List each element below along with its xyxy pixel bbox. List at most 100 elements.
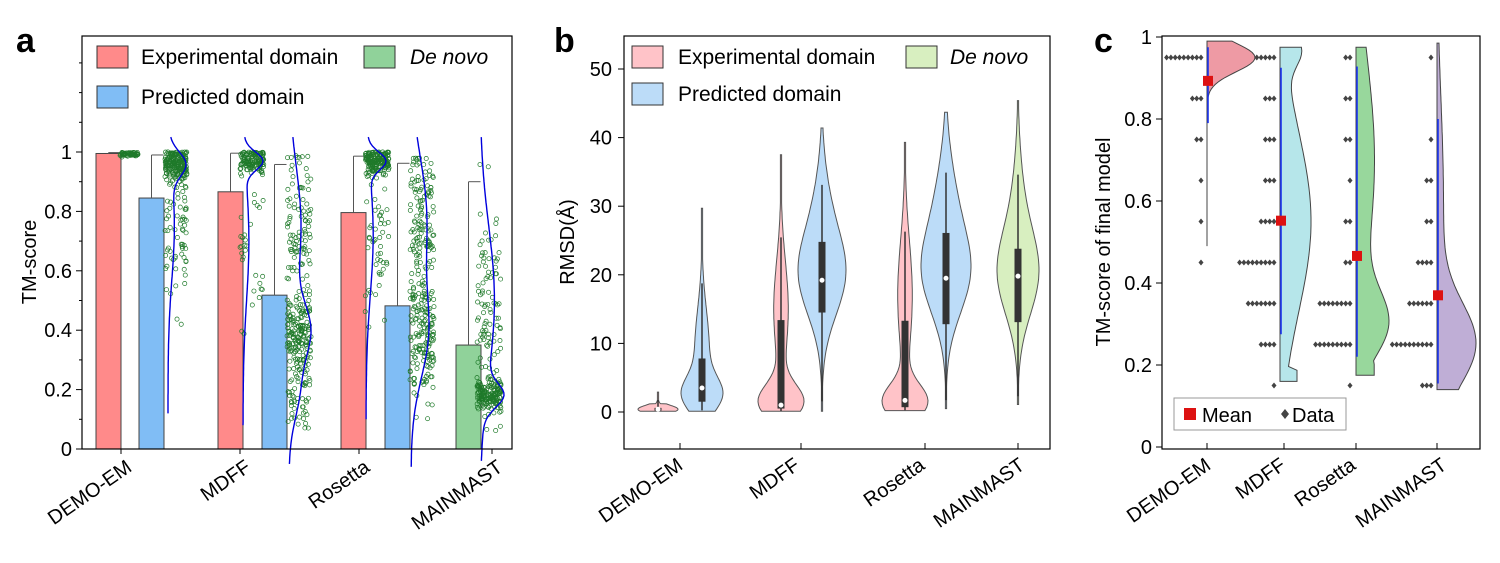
scatter-point xyxy=(493,258,499,264)
scatter-point xyxy=(288,316,294,322)
scatter-point xyxy=(375,155,381,161)
ytick-label: 0.2 xyxy=(1124,355,1152,377)
scatter-point xyxy=(411,238,417,244)
data-point xyxy=(1164,54,1170,61)
scatter-point xyxy=(163,149,168,155)
scatter-point xyxy=(408,338,414,343)
scatter-point xyxy=(364,199,370,205)
data-point xyxy=(1267,54,1273,61)
scatter-point xyxy=(411,229,417,235)
scatter-point xyxy=(301,333,307,339)
scatter-point xyxy=(286,219,292,225)
scatter-point xyxy=(307,355,313,361)
scatter-point xyxy=(177,221,183,227)
scatter-point xyxy=(285,197,291,203)
scatter-point xyxy=(427,168,433,174)
scatter-point xyxy=(287,340,293,346)
violin-iqr-box xyxy=(901,320,909,408)
scatter-point xyxy=(482,321,488,327)
violin-median xyxy=(943,275,949,281)
panel-c-data-points xyxy=(1164,54,1434,389)
scatter-point xyxy=(430,355,436,361)
scatter-point xyxy=(300,197,306,203)
scatter-point xyxy=(366,164,372,170)
scatter-point xyxy=(302,238,308,244)
mean-marker-Rosetta xyxy=(1352,250,1362,261)
data-point xyxy=(1189,54,1195,61)
scatter-point xyxy=(493,233,499,239)
scatter-point xyxy=(176,170,182,176)
scatter-point xyxy=(291,254,297,260)
scatter-point xyxy=(382,172,388,178)
scatter-point xyxy=(380,229,386,235)
scatter-point xyxy=(303,218,308,224)
data-point xyxy=(1267,136,1273,143)
scatter-point xyxy=(366,235,372,241)
data-point xyxy=(1245,300,1251,307)
scatter-point xyxy=(362,309,368,315)
scatter-point xyxy=(484,400,490,406)
scatter-point xyxy=(479,396,485,402)
scatter-point xyxy=(415,271,421,277)
scatter-point xyxy=(482,414,488,419)
scatter-point xyxy=(431,316,437,322)
scatter-point xyxy=(302,383,308,389)
scatter-point xyxy=(183,205,189,211)
scatter-point xyxy=(371,238,377,244)
scatter-point xyxy=(476,384,482,390)
data-point xyxy=(1428,177,1434,184)
bar-experimental-MDFF xyxy=(217,191,244,450)
scatter-point xyxy=(483,318,489,324)
scatter-point xyxy=(300,302,306,308)
scatter-point xyxy=(485,343,491,349)
xtick-label-MDFF: MDFF xyxy=(746,454,804,504)
scatter-point xyxy=(295,364,301,370)
scatter-point xyxy=(290,340,296,346)
scatter-point xyxy=(382,221,388,227)
scatter-point xyxy=(287,232,293,238)
data-point xyxy=(1254,300,1260,307)
scatter-point xyxy=(484,387,489,393)
legend-data-marker xyxy=(1281,409,1289,419)
data-point xyxy=(1415,259,1421,266)
scatter-point xyxy=(174,235,180,240)
scatter-point xyxy=(486,269,491,275)
panel-c-legend-mean: Mean xyxy=(1202,405,1252,427)
scatter-point xyxy=(294,238,299,244)
data-point xyxy=(1250,300,1255,307)
scatter-point xyxy=(487,306,493,312)
data-point xyxy=(1347,259,1353,266)
scatter-point xyxy=(430,204,436,209)
scatter-point xyxy=(248,166,254,172)
scatter-point xyxy=(384,259,390,265)
ytick-label: 1 xyxy=(61,142,72,164)
scatter-point xyxy=(380,154,386,160)
data-point xyxy=(1424,341,1430,348)
data-point xyxy=(1338,300,1344,307)
scatter-point xyxy=(480,405,486,411)
ytick-label: 0.4 xyxy=(44,320,72,342)
data-point xyxy=(1326,341,1331,348)
scatter-point xyxy=(294,374,300,380)
legend-mean-marker xyxy=(1184,408,1196,420)
scatter-point xyxy=(431,209,437,215)
scatter-point xyxy=(425,237,431,243)
scatter-point xyxy=(182,222,188,228)
scatter-point xyxy=(183,150,189,156)
scatter-point xyxy=(488,309,494,315)
data-point xyxy=(1347,136,1353,143)
scatter-point xyxy=(482,302,488,308)
scatter-point xyxy=(408,180,414,186)
violin-median xyxy=(902,397,908,403)
scatter-point xyxy=(479,301,485,307)
data-point xyxy=(1262,136,1268,143)
scatter-point xyxy=(178,321,184,327)
scatter-point xyxy=(487,321,493,327)
data-point xyxy=(1419,300,1425,307)
scatter-point xyxy=(173,149,179,155)
data-point xyxy=(1254,54,1260,61)
scatter-point xyxy=(385,152,391,158)
data-point xyxy=(1347,54,1353,61)
scatter-point xyxy=(284,333,290,339)
scatter-point xyxy=(408,313,414,319)
